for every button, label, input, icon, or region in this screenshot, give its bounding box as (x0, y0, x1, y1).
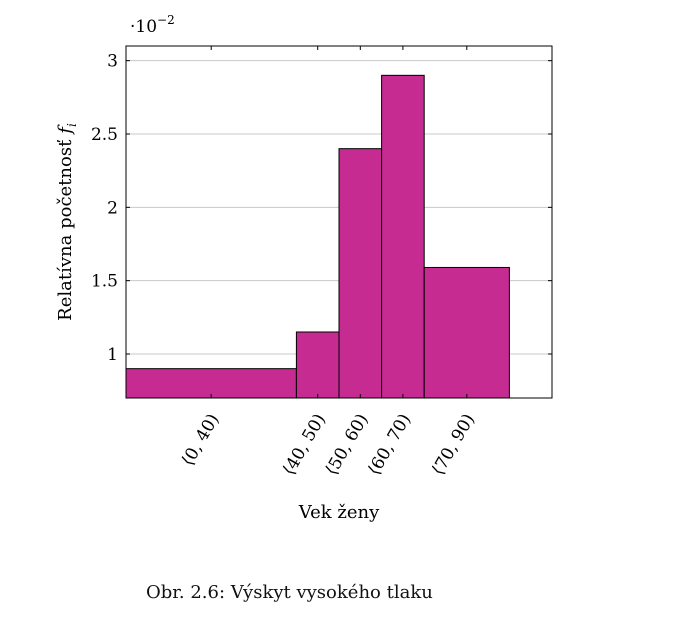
y-tick-label: 1.5 (91, 272, 118, 292)
y-tick-label: 2.5 (91, 125, 118, 145)
y-tick-label: 3 (107, 52, 118, 72)
y-axis-ticks: 1 1.5 2 2.5 3 (91, 52, 552, 365)
histogram-bar (338, 148, 383, 399)
y-tick-label: 1 (107, 345, 118, 365)
x-tick-label: ⟨70, 90) (428, 411, 479, 479)
y-axis-label: Relatívna početnosťfi (55, 123, 79, 321)
histogram-bar (295, 331, 340, 399)
histogram-bar (125, 368, 297, 399)
figure-caption: Obr. 2.6: Výskyt vysokého tlaku (146, 582, 433, 603)
plot-frame (125, 45, 553, 399)
x-tick-label: ⟨0, 40) (178, 411, 224, 470)
bars (125, 74, 510, 399)
histogram-bar (423, 266, 510, 399)
x-axis-label: Vek ženy (298, 502, 380, 523)
histogram-bar (381, 74, 425, 399)
x-axis-ticks: ⟨0, 40) ⟨40, 50)⟨50, 60)⟨60, 70) ⟨70, 90) (178, 46, 479, 479)
y-multiplier: ·10−2 (130, 13, 175, 37)
y-tick-label: 2 (107, 198, 118, 218)
